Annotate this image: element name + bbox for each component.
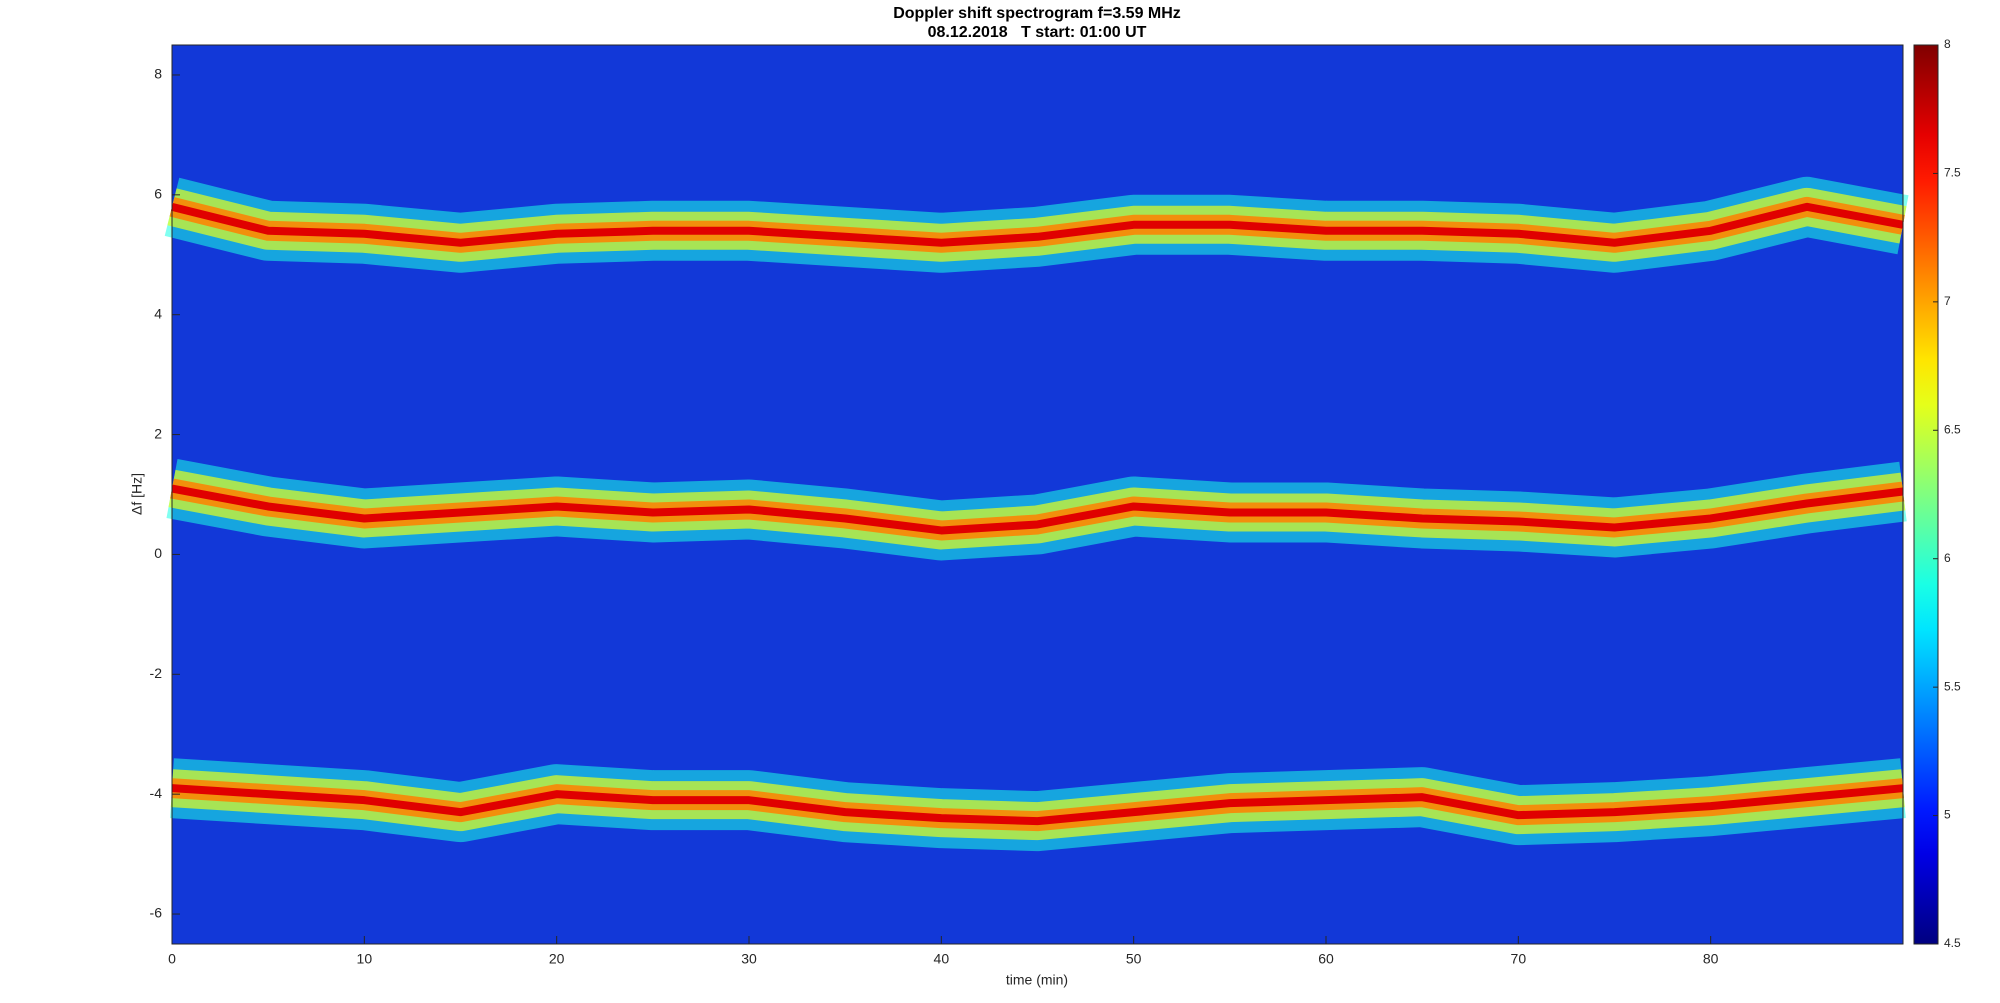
y-tick-label: 4	[154, 305, 162, 321]
x-tick-label: 60	[1318, 951, 1334, 967]
trace	[171, 484, 1904, 535]
x-tick-label: 30	[741, 951, 757, 967]
x-tick-label: 10	[357, 951, 373, 967]
y-tick-label: 2	[154, 425, 162, 441]
x-tick-label: 80	[1703, 951, 1719, 967]
x-tick-label: 0	[168, 951, 176, 967]
colorbar-tick-label: 4.5	[1944, 936, 1961, 950]
y-tick-label: -2	[150, 665, 163, 681]
trace	[171, 784, 1904, 826]
x-tick-label: 70	[1511, 951, 1527, 967]
colorbar-tick-label: 5.5	[1944, 679, 1961, 693]
x-tick-label: 50	[1126, 951, 1142, 967]
colorbar-tick-label: 7.5	[1944, 166, 1961, 180]
y-tick-label: 8	[154, 66, 162, 82]
colorbar-tick-label: 6	[1944, 551, 1951, 565]
colorbar-tick-label: 7	[1944, 294, 1951, 308]
y-tick-label: -6	[150, 905, 163, 921]
colorbar-tick-label: 5	[1944, 808, 1951, 822]
colorbar-tick-label: 6.5	[1944, 422, 1961, 436]
chart-title: Doppler shift spectrogram f=3.59 MHz	[893, 5, 1181, 22]
x-tick-label: 20	[549, 951, 565, 967]
chart-subtitle: 08.12.2018 T start: 01:00 UT	[928, 24, 1147, 41]
y-axis-label: Δf [Hz]	[129, 473, 145, 515]
y-tick-label: 6	[154, 186, 162, 202]
y-tick-label: -4	[150, 785, 163, 801]
colorbar-tick-label: 8	[1944, 37, 1951, 51]
x-axis-label: time (min)	[1006, 972, 1068, 988]
trace	[171, 202, 1904, 247]
y-tick-label: 0	[154, 545, 162, 561]
plot-frame	[171, 44, 1904, 945]
x-tick-label: 40	[934, 951, 950, 967]
colorbar	[1913, 44, 1939, 945]
